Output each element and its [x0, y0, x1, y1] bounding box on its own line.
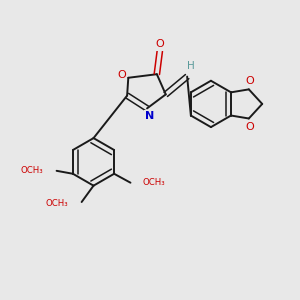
Text: O: O	[117, 70, 126, 80]
Text: O: O	[245, 122, 254, 132]
Text: OCH₃: OCH₃	[20, 166, 43, 175]
Text: N: N	[146, 111, 154, 121]
Text: OCH₃: OCH₃	[46, 199, 68, 208]
Text: O: O	[155, 40, 164, 50]
Text: O: O	[245, 76, 254, 86]
Text: OCH₃: OCH₃	[143, 178, 166, 187]
Text: H: H	[187, 61, 195, 71]
